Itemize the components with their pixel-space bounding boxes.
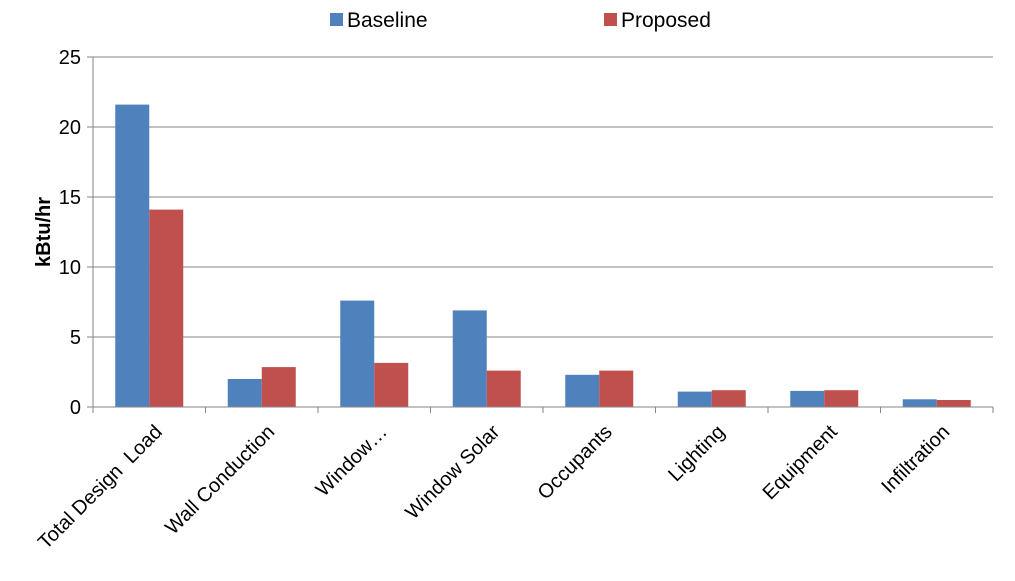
- y-tick-label: 10: [59, 257, 81, 279]
- y-tick-labels: 0 5 10 15 20 25: [59, 47, 81, 419]
- y-tick-label: 15: [59, 187, 81, 209]
- y-tick-label: 5: [70, 327, 81, 349]
- x-tick-label: Wall Conduction: [161, 421, 279, 539]
- bar-proposed-3: [374, 362, 409, 407]
- x-tick-label: Infiltration: [877, 421, 954, 498]
- axes: [87, 56, 994, 413]
- x-tick-label: Lighting: [664, 421, 729, 486]
- x-tick-label: Window Solar: [401, 421, 504, 524]
- bar-baseline-7: [790, 390, 825, 407]
- bar-baseline-3: [340, 300, 375, 407]
- x-tick-label: Equipment: [759, 421, 842, 504]
- legend-swatch-baseline: [330, 13, 343, 26]
- legend-label-baseline: Baseline: [347, 9, 428, 32]
- y-axis-label: kBtu/hr: [33, 197, 55, 267]
- bar-baseline-4: [452, 310, 487, 407]
- y-tick-label: 0: [70, 397, 81, 419]
- x-tick-label: Total Design Load: [34, 421, 167, 554]
- bar-baseline-8: [902, 399, 937, 407]
- bar-baseline-5: [565, 374, 600, 407]
- bar-proposed-1: [149, 209, 184, 407]
- y-tick-label: 25: [59, 47, 81, 69]
- y-tick-label: 20: [59, 117, 81, 139]
- legend: Baseline Proposed: [330, 9, 711, 32]
- legend-swatch-proposed: [604, 13, 617, 26]
- bar-proposed-5: [599, 370, 634, 407]
- bar-proposed-7: [824, 390, 859, 407]
- bar-baseline-2: [227, 379, 262, 407]
- bar-proposed-6: [711, 390, 746, 407]
- bar-baseline-1: [115, 104, 150, 407]
- gridlines: [93, 56, 993, 338]
- x-tick-label: Window…: [312, 421, 392, 501]
- bars: [115, 104, 971, 407]
- x-tick-label: Occupants: [534, 421, 617, 504]
- bar-baseline-6: [677, 391, 712, 407]
- bar-proposed-8: [936, 400, 971, 407]
- bar-proposed-2: [261, 367, 296, 407]
- legend-label-proposed: Proposed: [621, 9, 711, 32]
- bar-proposed-4: [486, 370, 521, 407]
